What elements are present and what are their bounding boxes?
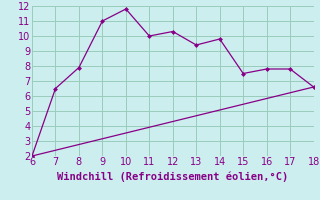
X-axis label: Windchill (Refroidissement éolien,°C): Windchill (Refroidissement éolien,°C) [57, 172, 288, 182]
